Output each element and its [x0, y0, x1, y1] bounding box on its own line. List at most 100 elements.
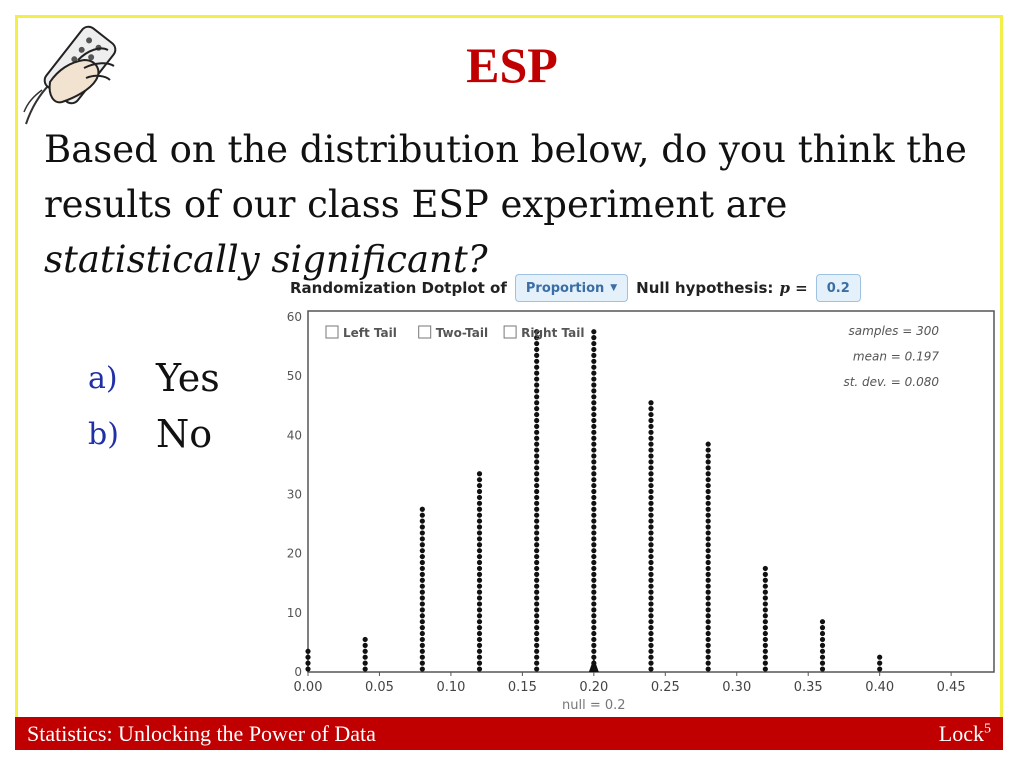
dot [591, 512, 597, 518]
x-tick-label: 0.45 [937, 680, 966, 695]
dot [705, 536, 711, 542]
dot [648, 488, 654, 495]
dot [762, 607, 768, 613]
null-value-input[interactable]: 0.2 [815, 274, 861, 302]
dot [648, 654, 654, 660]
dot [534, 370, 540, 376]
dot [476, 583, 483, 589]
dot [705, 607, 711, 613]
dot [476, 571, 483, 577]
dot [476, 512, 483, 518]
dot [591, 494, 597, 501]
dot [591, 447, 597, 453]
dot [819, 636, 826, 643]
dot [705, 589, 711, 595]
dot [476, 494, 483, 501]
dot [591, 625, 597, 631]
dot [305, 666, 311, 672]
dot [762, 666, 768, 672]
dot [648, 447, 654, 453]
dot [591, 636, 597, 643]
dot [591, 429, 597, 435]
dot [705, 465, 711, 471]
dot [877, 666, 883, 672]
dot [648, 477, 654, 483]
dot [762, 642, 768, 648]
dot [476, 536, 483, 542]
dot [534, 601, 540, 607]
dot [819, 625, 826, 631]
dot [534, 346, 540, 353]
tail-option-label: Two-Tail [436, 326, 488, 340]
dot [591, 536, 597, 542]
dot [476, 559, 483, 566]
dot [705, 571, 711, 577]
dot [762, 654, 768, 660]
dot [591, 648, 597, 654]
dot [534, 477, 540, 483]
dot [534, 382, 540, 388]
dot [419, 565, 425, 572]
dot [419, 553, 425, 560]
x-tick-label: 0.10 [436, 680, 465, 695]
dot [534, 565, 540, 572]
dot [591, 548, 597, 554]
dot [591, 542, 597, 548]
dot [591, 506, 597, 512]
dot [591, 471, 597, 477]
dot [648, 607, 654, 613]
dot [476, 654, 483, 660]
dot [534, 506, 540, 512]
dot [591, 435, 597, 441]
dot [476, 660, 483, 666]
x-tick-label: 0.20 [579, 680, 608, 695]
dot [534, 553, 540, 560]
dot [648, 459, 654, 465]
dot [534, 589, 540, 595]
option-a[interactable]: a) Yes [88, 350, 220, 406]
dot [305, 648, 311, 654]
dot [648, 465, 654, 471]
x-tick-label: 0.30 [722, 680, 751, 695]
dot [419, 577, 425, 583]
statistic-dropdown[interactable]: Proportion ▼ [514, 274, 629, 302]
tail-checkbox[interactable] [418, 325, 432, 339]
dot [419, 595, 425, 601]
dot [591, 477, 597, 483]
option-b[interactable]: b) No [88, 406, 220, 462]
dot [819, 642, 826, 648]
tail-option-label: Right Tail [521, 326, 584, 340]
dot [534, 447, 540, 453]
dot [591, 417, 597, 424]
dot [534, 577, 540, 583]
dot [591, 595, 597, 601]
y-tick-label: 60 [287, 310, 302, 324]
dot [705, 625, 711, 631]
dot [705, 477, 711, 483]
dot [534, 358, 540, 364]
x-tick-label: 0.15 [508, 680, 537, 695]
dot [419, 571, 425, 577]
dot [476, 595, 483, 601]
dot [648, 512, 654, 518]
dot [591, 335, 597, 341]
dot [476, 613, 483, 619]
tail-checkbox[interactable] [325, 325, 339, 339]
null-marker-icon [588, 658, 599, 672]
question-text: Based on the distribution below, do you … [44, 122, 1014, 287]
dot [591, 630, 597, 637]
tail-checkbox[interactable] [503, 325, 517, 339]
dot [534, 459, 540, 465]
dot [762, 636, 768, 643]
dot [476, 636, 483, 643]
dot [819, 619, 826, 625]
stats-label: mean = 0.197 [853, 350, 939, 364]
dot [877, 654, 883, 660]
null-label: null = 0.2 [562, 698, 626, 713]
dot [648, 583, 654, 589]
dot [762, 595, 768, 601]
footer-right: Lock5 [939, 721, 991, 747]
dot [762, 565, 768, 572]
dot [534, 636, 540, 643]
dot [705, 506, 711, 512]
